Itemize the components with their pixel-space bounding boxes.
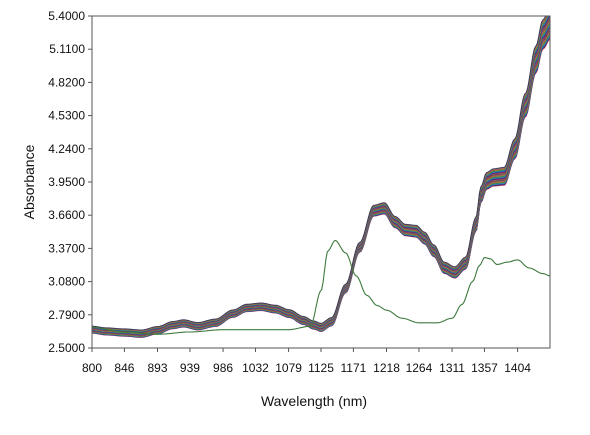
outlier-spectrum-curve xyxy=(92,239,550,335)
spectrum-curve xyxy=(92,21,550,334)
y-tick-label: 3.9500 xyxy=(48,175,85,189)
y-axis-title: Absorbance xyxy=(21,144,37,219)
spectrum-curve xyxy=(92,22,550,334)
x-tick-label: 986 xyxy=(213,361,233,375)
spectrum-curve xyxy=(92,17,550,333)
spectrum-curve xyxy=(92,17,550,333)
y-tick-label: 5.4000 xyxy=(48,9,85,23)
x-tick-label: 1311 xyxy=(439,361,465,375)
x-tick-label: 1357 xyxy=(471,361,498,375)
x-tick-label: 893 xyxy=(148,361,168,375)
spectrum-curve xyxy=(92,21,550,334)
spectrum-curve xyxy=(92,19,550,334)
y-tick-label: 4.8200 xyxy=(48,75,85,89)
x-tick-label: 1264 xyxy=(406,361,433,375)
y-tick-label: 3.0800 xyxy=(48,275,85,289)
x-tick-label: 1218 xyxy=(373,361,400,375)
spectrum-curve xyxy=(92,16,547,331)
spectrum-curve xyxy=(92,16,550,333)
spectrum-curve xyxy=(92,26,550,335)
x-tick-label: 1125 xyxy=(308,361,334,375)
x-axis-title: Wavelength (nm) xyxy=(261,393,367,409)
spectrum-curve xyxy=(92,16,547,331)
y-tick-label: 2.5000 xyxy=(48,341,85,355)
spectrum-curve xyxy=(92,16,547,331)
spectrum-curve xyxy=(92,16,550,333)
spectrum-curve xyxy=(92,29,550,336)
x-tick-label: 1032 xyxy=(242,361,269,375)
y-tick-label: 4.2400 xyxy=(48,142,85,156)
spectrum-curve xyxy=(92,23,550,335)
spectrum-curve xyxy=(92,16,548,332)
spectrum-curve xyxy=(92,28,550,336)
spectrum-curve xyxy=(92,16,550,333)
x-tick-label: 1079 xyxy=(275,361,302,375)
plot-frame xyxy=(91,15,551,349)
x-tick-label: 1404 xyxy=(504,361,531,375)
spectrum-curve xyxy=(92,20,550,334)
x-tick-label: 846 xyxy=(114,361,134,375)
y-tick-label: 5.1100 xyxy=(49,42,85,56)
spectrum-curve xyxy=(92,27,550,336)
x-tick-label: 939 xyxy=(180,361,200,375)
y-tick-label: 4.5300 xyxy=(48,109,85,123)
spectrum-curve xyxy=(92,30,550,336)
spectrum-curve xyxy=(92,16,549,332)
spectrum-curve xyxy=(92,16,549,332)
spectrum-curve xyxy=(92,28,550,336)
spectrum-curve xyxy=(92,16,548,332)
y-tick-label: 3.3700 xyxy=(48,241,85,255)
spectrum-curve xyxy=(92,25,550,335)
x-tick-label: 1171 xyxy=(341,361,367,375)
spectrum-curve xyxy=(92,16,548,331)
spectra-curves xyxy=(92,16,550,338)
axes: 2.5000 2.7900 3.0800 3.3700 3.6600 3.9500 4.24… xyxy=(48,9,551,375)
spectrum-curve xyxy=(92,26,550,335)
y-tick-label: 3.6600 xyxy=(48,208,85,222)
y-tick-label: 2.7900 xyxy=(48,308,85,322)
spectrum-curve xyxy=(92,23,550,335)
spectrum-curve xyxy=(92,18,550,334)
spectrum-curve xyxy=(92,16,549,332)
spectrum-curve xyxy=(92,24,550,335)
spectrum-curve xyxy=(92,19,550,334)
spectrum-curve xyxy=(92,16,550,332)
x-tick-label: 800 xyxy=(82,361,102,375)
